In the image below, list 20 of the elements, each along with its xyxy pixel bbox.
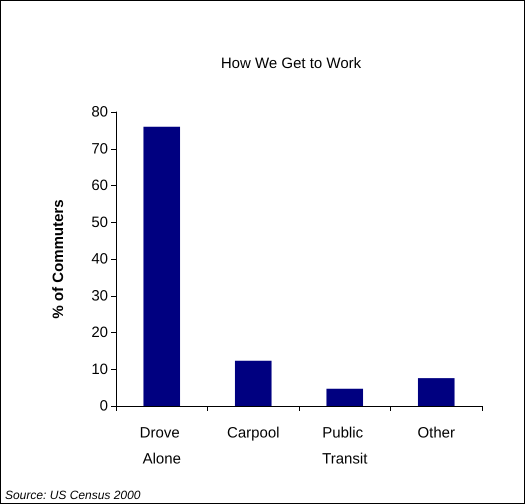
chart-title: How We Get to Work bbox=[220, 55, 362, 72]
source-note: Source: US Census 2000 bbox=[5, 488, 141, 502]
bar bbox=[234, 360, 272, 406]
y-tick-label: 20 bbox=[91, 324, 108, 341]
x-tick-label: Public Transit bbox=[322, 424, 368, 468]
bar bbox=[418, 378, 455, 406]
x-tick-label: Carpool bbox=[226, 424, 280, 442]
y-tick-label: 50 bbox=[91, 214, 108, 231]
y-tick-label: 10 bbox=[91, 360, 108, 378]
bar bbox=[143, 126, 180, 406]
y-tick-label: 80 bbox=[91, 104, 108, 120]
y-tick-label: 40 bbox=[91, 250, 108, 268]
y-tick-label: 30 bbox=[91, 287, 108, 304]
y-tick-label: 70 bbox=[91, 140, 108, 158]
y-tick-label: 60 bbox=[91, 177, 108, 194]
y-axis-title: % of Commuters bbox=[50, 199, 67, 319]
bar bbox=[326, 388, 364, 406]
y-tick-label: 0 bbox=[100, 398, 108, 414]
x-tick-label: Drove Alone bbox=[140, 424, 184, 468]
x-tick-label: Other bbox=[417, 424, 456, 442]
